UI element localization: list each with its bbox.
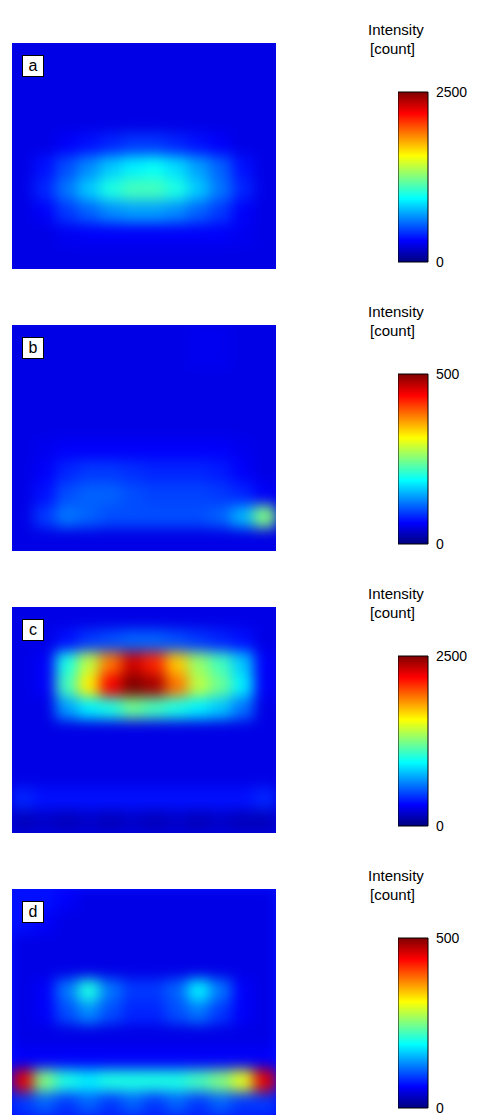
html-text:Intensity: Intensity [368, 21, 424, 38]
html-text:[count]: [count] [370, 322, 415, 339]
svg-text:2500: 2500 [436, 648, 467, 664]
svg-text:500: 500 [436, 930, 460, 946]
html-text:b: b [28, 339, 38, 356]
svg-text:0: 0 [436, 1100, 444, 1116]
html-text:[count]: [count] [370, 886, 415, 903]
svg-text:0: 0 [436, 818, 444, 834]
svg-text:500: 500 [436, 366, 460, 382]
html-text:c: c [29, 621, 37, 638]
html-text:d: d [28, 903, 38, 920]
html-text:Intensity: Intensity [368, 867, 424, 884]
html-text:Intensity: Intensity [368, 303, 424, 320]
svg-text:2500: 2500 [436, 84, 467, 100]
html-text:Intensity: Intensity [368, 585, 424, 602]
svg-text:0: 0 [436, 536, 444, 552]
html-text:a: a [28, 57, 38, 74]
html-text:[count]: [count] [370, 604, 415, 621]
svg-text:0: 0 [436, 254, 444, 270]
html-text:[count]: [count] [370, 40, 415, 57]
